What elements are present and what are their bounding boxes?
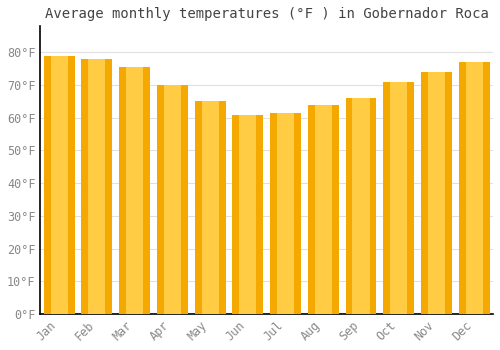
Bar: [82, 59, 112, 314]
Bar: [384, 82, 414, 314]
Bar: [232, 114, 264, 314]
Bar: [315, 105, 332, 314]
Bar: [308, 105, 338, 314]
Bar: [50, 56, 68, 314]
Bar: [44, 56, 74, 314]
Bar: [352, 98, 370, 314]
Bar: [202, 102, 218, 314]
Bar: [157, 85, 188, 314]
Bar: [164, 85, 181, 314]
Bar: [390, 82, 407, 314]
Bar: [88, 59, 106, 314]
Bar: [458, 62, 490, 314]
Bar: [119, 67, 150, 314]
Bar: [421, 72, 452, 314]
Bar: [126, 67, 143, 314]
Bar: [466, 62, 482, 314]
Bar: [270, 113, 301, 314]
Bar: [194, 102, 226, 314]
Bar: [277, 113, 294, 314]
Bar: [346, 98, 376, 314]
Title: Average monthly temperatures (°F ) in Gobernador Roca: Average monthly temperatures (°F ) in Go…: [44, 7, 488, 21]
Bar: [240, 114, 256, 314]
Bar: [428, 72, 445, 314]
